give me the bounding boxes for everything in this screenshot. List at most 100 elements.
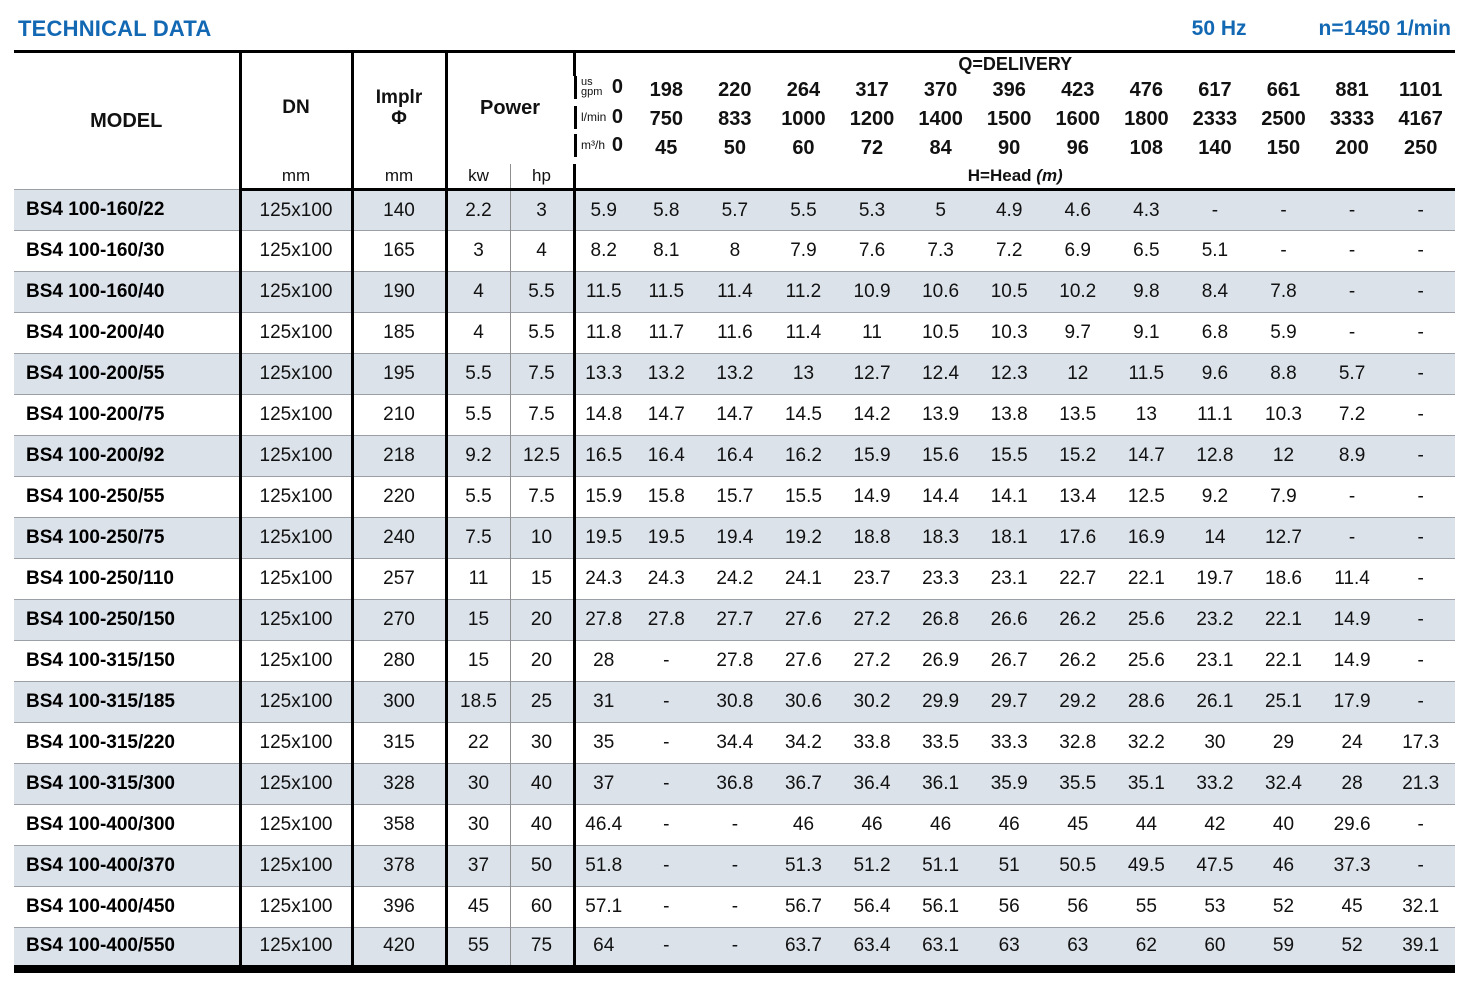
dn-cell: 125x100 xyxy=(238,722,352,764)
head-cell: 15.9 xyxy=(572,476,632,518)
head-cell: 42 xyxy=(1180,804,1250,846)
impeller-cell: 190 xyxy=(350,271,446,313)
head-cell: 18.8 xyxy=(837,517,907,559)
head-cell: 30 xyxy=(1180,722,1250,764)
head-cell: - xyxy=(700,804,770,846)
hp-unit-label: hp xyxy=(509,163,574,191)
head-cell: 12 xyxy=(1249,435,1318,477)
head-cell: 37.3 xyxy=(1317,845,1387,887)
head-cell: 27.6 xyxy=(769,599,838,641)
impeller-cell: 315 xyxy=(350,722,446,764)
table-row: BS4 100-315/185 125x100 300 18.5 25 31-30.8 30… xyxy=(14,681,1455,723)
delivery-value: 881 xyxy=(1317,75,1387,106)
head-cell: 21.3 xyxy=(1386,763,1455,805)
head-cell: 12.7 xyxy=(1249,517,1318,559)
technical-data-table: MODEL DN Implr Φ Power Q=DELIVERY us gpm 0… xyxy=(14,50,1455,973)
table-row: BS4 100-400/550 125x100 420 55 75 64- -63.7 63.… xyxy=(14,927,1455,969)
head-cell: 11.8 xyxy=(572,312,632,354)
page-title: TECHNICAL DATA xyxy=(18,16,212,41)
impeller-cell: 358 xyxy=(350,804,446,846)
model-cell: BS4 100-160/30 xyxy=(14,230,240,272)
head-cell: 34.2 xyxy=(769,722,838,764)
kw-cell: 30 xyxy=(444,763,510,805)
head-cell: 10.6 xyxy=(906,271,975,313)
impeller-cell: 195 xyxy=(350,353,446,395)
head-cell: 18.1 xyxy=(974,517,1044,559)
head-cell: 29.2 xyxy=(1043,681,1113,723)
delivery-value: 50 xyxy=(700,133,770,164)
head-cell: 17.9 xyxy=(1317,681,1387,723)
head-cell: 11.2 xyxy=(769,271,838,313)
head-cell: 63.4 xyxy=(837,927,907,969)
head-cell: 63.1 xyxy=(906,927,975,969)
delivery-value: 84 xyxy=(906,133,975,164)
head-cell: 7.9 xyxy=(1249,476,1318,518)
dn-cell: 125x100 xyxy=(238,476,352,518)
head-cell: 12.3 xyxy=(974,353,1044,395)
delivery-value: 4167 xyxy=(1386,105,1455,134)
delivery-value: 1500 xyxy=(974,105,1044,134)
delivery-value: 1000 xyxy=(769,105,838,134)
dn-cell: 125x100 xyxy=(238,804,352,846)
page: TECHNICAL DATA 50 Hz n=1450 1/min MODEL … xyxy=(14,16,1455,973)
head-cell: 24 xyxy=(1317,722,1387,764)
head-cell: - xyxy=(1386,517,1455,559)
delivery-value: 1101 xyxy=(1386,75,1455,106)
delivery-zero-value: 0 xyxy=(611,75,623,98)
hp-cell: 20 xyxy=(509,640,574,682)
kw-cell: 5.5 xyxy=(444,394,510,436)
head-cell: 11.1 xyxy=(1180,394,1250,436)
head-cell: 8.9 xyxy=(1317,435,1387,477)
dn-cell: 125x100 xyxy=(238,927,352,969)
impeller-cell: 280 xyxy=(350,640,446,682)
hp-cell: 30 xyxy=(509,722,574,764)
head-cell: 35.1 xyxy=(1112,763,1181,805)
head-cell: 27.8 xyxy=(572,599,632,641)
head-cell: 49.5 xyxy=(1112,845,1181,887)
frequency-label: 50 Hz xyxy=(1191,17,1247,40)
delivery-value: 1200 xyxy=(837,105,907,134)
head-cell: - xyxy=(632,886,701,928)
head-cell: 28 xyxy=(1317,763,1387,805)
delivery-value: 45 xyxy=(632,133,701,164)
col-header-impeller: Implr Φ xyxy=(350,51,446,164)
col-header-dn: DN xyxy=(238,51,352,164)
delivery-value: 661 xyxy=(1249,75,1318,106)
head-cell: 11.5 xyxy=(1112,353,1181,395)
table-row: BS4 100-250/110 125x100 257 11 15 24.3 24.3 24.… xyxy=(14,558,1455,600)
head-cell: 24.3 xyxy=(632,558,701,600)
head-cell: 36.4 xyxy=(837,763,907,805)
head-cell: 46.4 xyxy=(572,804,632,846)
head-cell: - xyxy=(1386,189,1455,231)
head-cell: 14.8 xyxy=(572,394,632,436)
hp-cell: 5.5 xyxy=(509,312,574,354)
head-cell: - xyxy=(1249,189,1318,231)
head-cell: 46 xyxy=(974,804,1044,846)
dn-cell: 125x100 xyxy=(238,517,352,559)
head-cell: 14.1 xyxy=(974,476,1044,518)
dn-cell: 125x100 xyxy=(238,599,352,641)
head-cell: 22.1 xyxy=(1112,558,1181,600)
head-cell: 8.2 xyxy=(572,230,632,272)
head-cell: - xyxy=(632,640,701,682)
model-cell: BS4 100-315/150 xyxy=(14,640,240,682)
head-cell: 11.4 xyxy=(1317,558,1387,600)
impeller-cell: 420 xyxy=(350,927,446,969)
head-cell: 26.2 xyxy=(1043,599,1113,641)
table-row: BS4 100-200/75 125x100 210 5.5 7.5 14.8 14.7 14… xyxy=(14,394,1455,436)
head-cell: 11.4 xyxy=(769,312,838,354)
model-cell: BS4 100-160/22 xyxy=(14,189,240,231)
head-cell: - xyxy=(1180,189,1250,231)
head-cell: - xyxy=(1386,312,1455,354)
head-cell: 16.4 xyxy=(632,435,701,477)
head-cell: 30.6 xyxy=(769,681,838,723)
head-cell: 8 xyxy=(700,230,770,272)
head-cell: 5.5 xyxy=(769,189,838,231)
head-cell: 29 xyxy=(1249,722,1318,764)
delivery-value: 198 xyxy=(632,75,701,106)
head-cell: 15.5 xyxy=(974,435,1044,477)
head-cell: 7.9 xyxy=(769,230,838,272)
model-cell: BS4 100-315/185 xyxy=(14,681,240,723)
head-cell: 13 xyxy=(769,353,838,395)
head-cell: 13.8 xyxy=(974,394,1044,436)
